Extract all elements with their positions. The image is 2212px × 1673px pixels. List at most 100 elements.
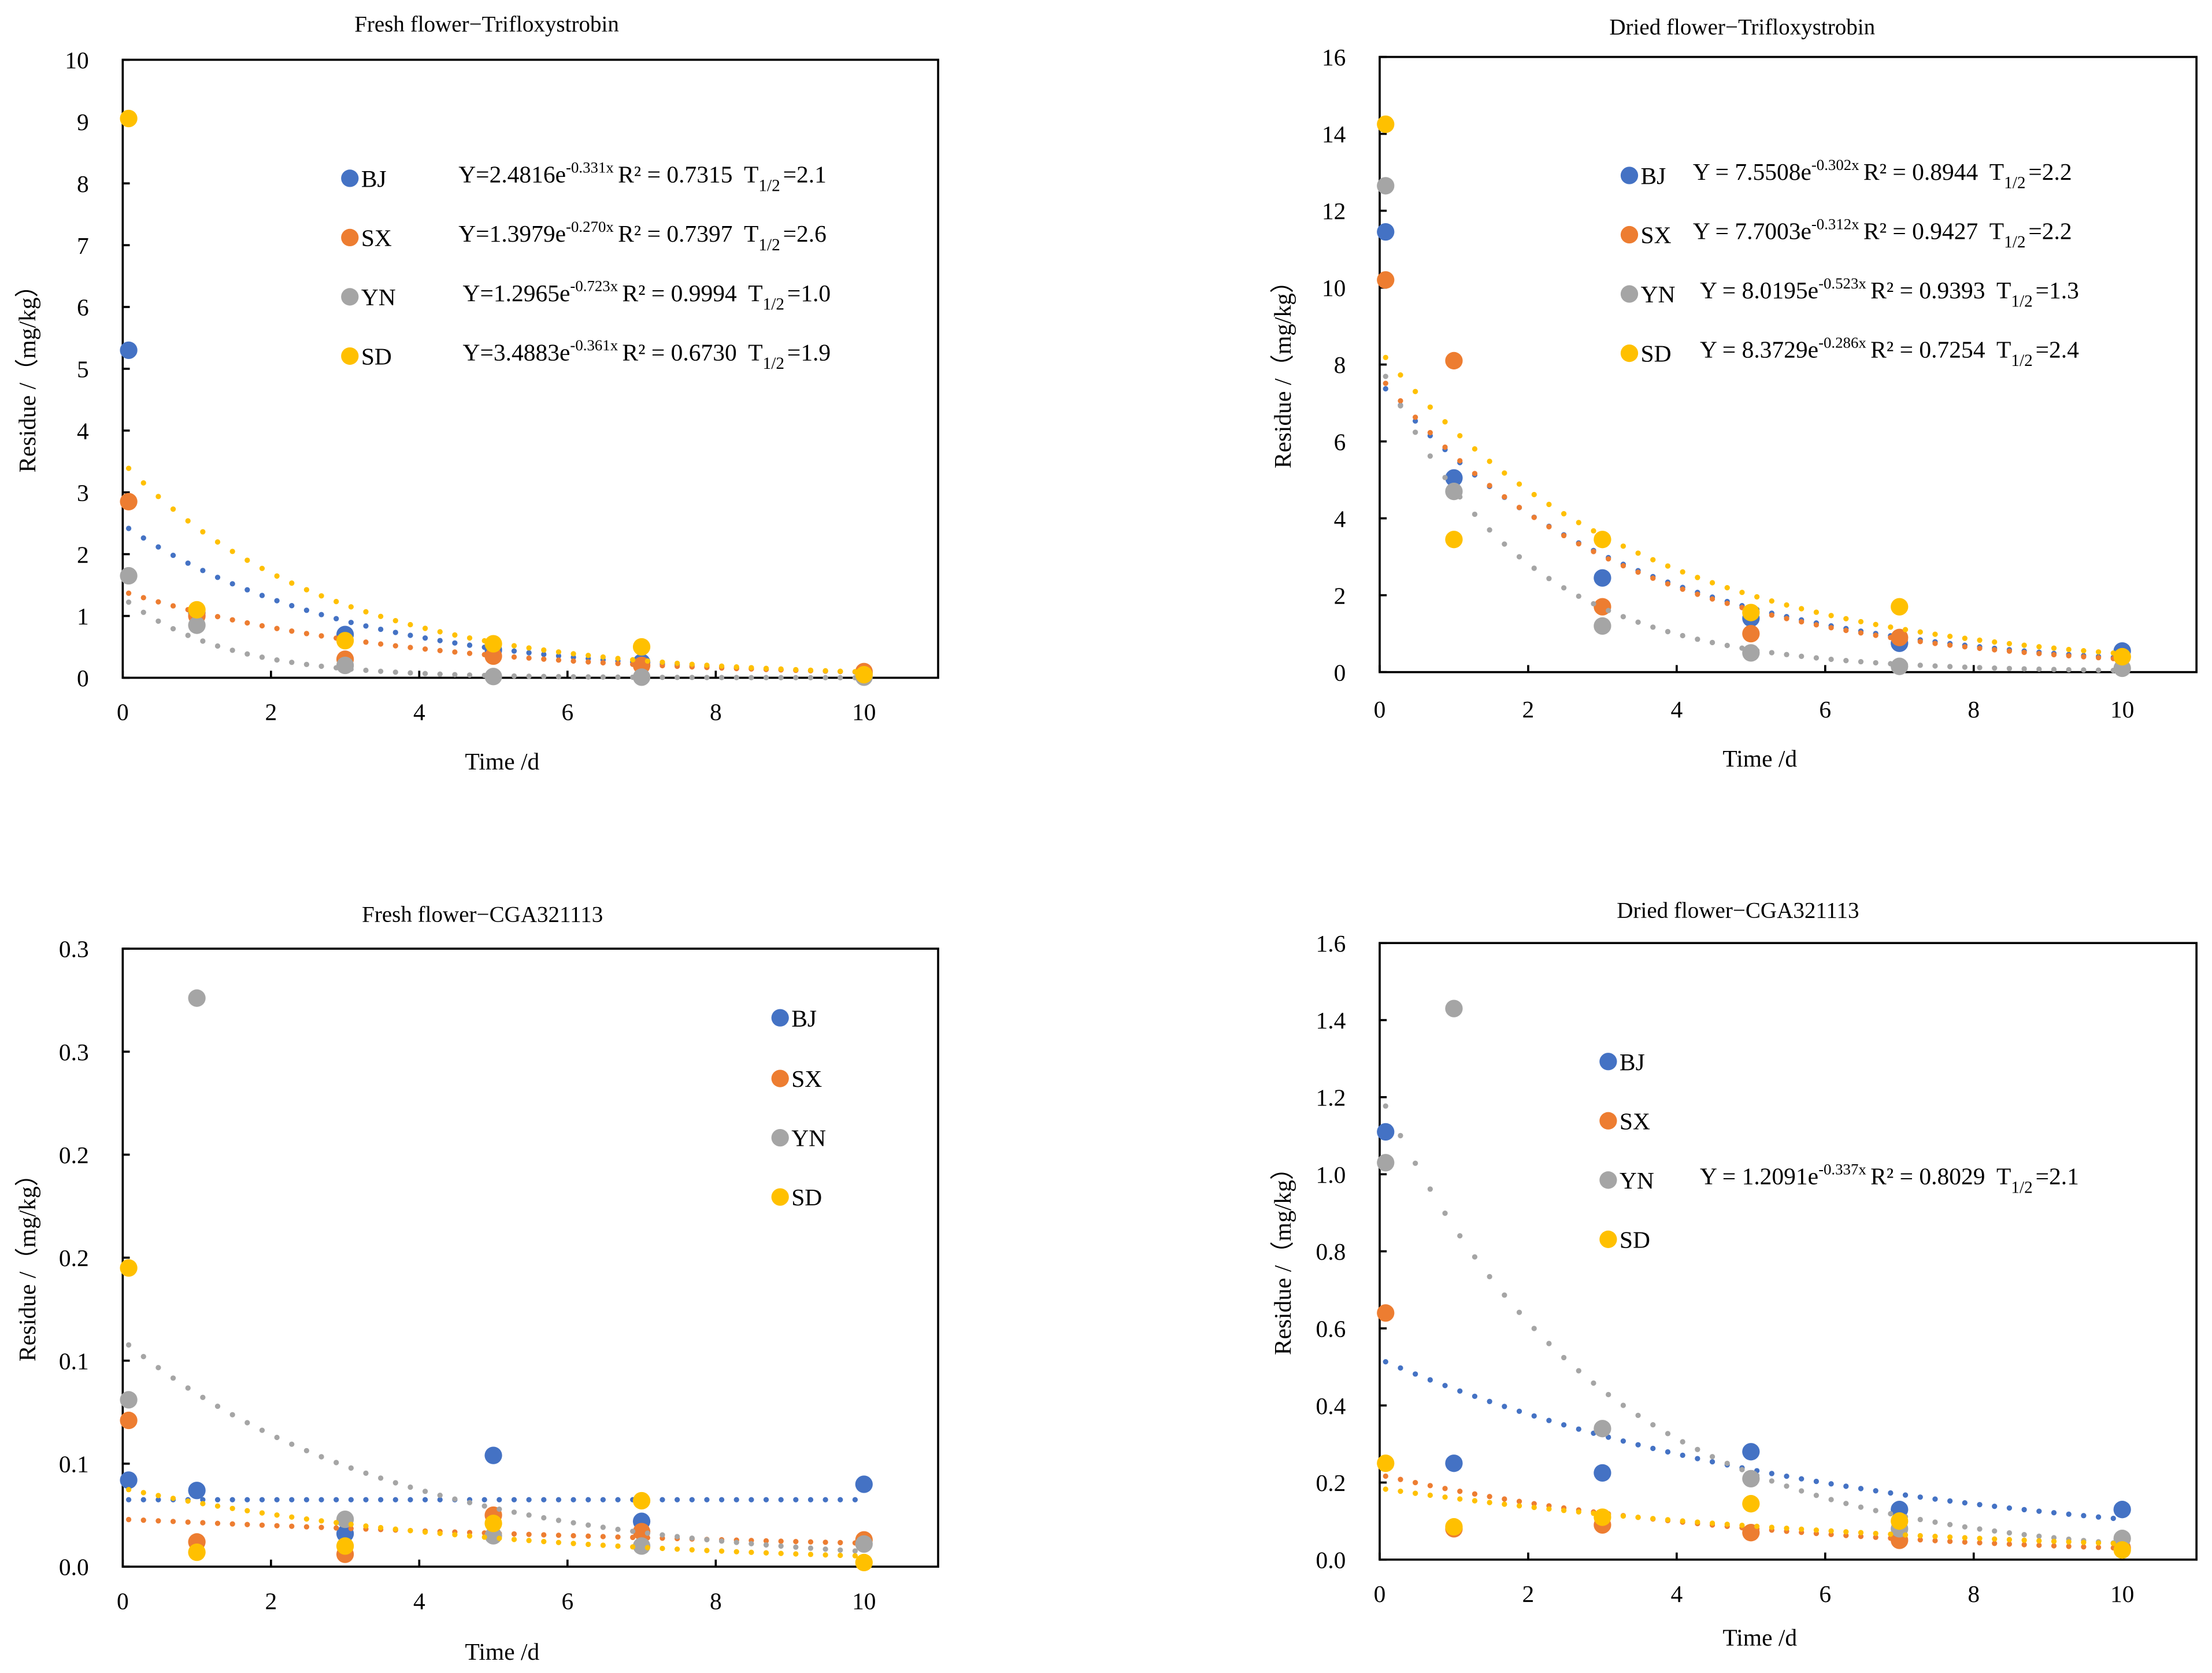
trendline-dot bbox=[793, 1544, 799, 1550]
trendline-dot bbox=[555, 649, 562, 655]
data-point bbox=[632, 638, 651, 656]
trendline-dot bbox=[1680, 632, 1685, 639]
trendline-dot bbox=[1531, 1413, 1537, 1419]
trendline-dot bbox=[185, 518, 191, 524]
trendline-dot bbox=[2081, 1513, 2087, 1519]
trendline-dot bbox=[555, 653, 562, 659]
trendline-dot bbox=[466, 1500, 473, 1505]
trendline-dot bbox=[392, 1526, 398, 1532]
trendline-dot bbox=[1546, 1417, 1552, 1423]
trendline-dot bbox=[1472, 1254, 1478, 1260]
trendline-dot bbox=[1472, 446, 1478, 452]
legend-label: YN bbox=[1641, 281, 1676, 308]
trendline-dot bbox=[1992, 1536, 1998, 1542]
x-tick-label: 6 bbox=[561, 1587, 573, 1614]
trendline-dot bbox=[1724, 642, 1730, 649]
trend-equation: Y=1.2965e-0.723x R² = 0.9994 T1/2 =1.0 bbox=[463, 277, 831, 314]
trendline-dot bbox=[615, 674, 621, 680]
trendline-dot bbox=[526, 1538, 532, 1544]
trendline-dot bbox=[1427, 430, 1433, 436]
half-life-label: T bbox=[744, 220, 758, 247]
trendline-yn bbox=[125, 599, 858, 680]
trendline-dot bbox=[822, 1497, 828, 1502]
trend-equation: Y=3.4883e-0.361x R² = 0.6730 T1/2 =1.9 bbox=[463, 336, 831, 373]
trendline-dot bbox=[1531, 1326, 1537, 1331]
trendline-dot bbox=[1398, 372, 1403, 378]
data-point bbox=[855, 1553, 873, 1572]
trendline-dot bbox=[289, 628, 295, 634]
trendline-dot bbox=[1591, 1380, 1596, 1386]
plot-area-border bbox=[121, 947, 939, 1568]
trendline-dot bbox=[452, 1496, 458, 1502]
trendline-dot bbox=[466, 635, 473, 641]
trendline-dot bbox=[600, 674, 606, 680]
trendline-dot bbox=[1650, 1445, 1656, 1452]
trendline-dot bbox=[1769, 1524, 1774, 1530]
y-tick-label: 0.2 bbox=[59, 1245, 89, 1271]
trendline-dot bbox=[1695, 1519, 1700, 1525]
trendline-dot bbox=[452, 632, 458, 638]
trendline-dot bbox=[615, 661, 621, 667]
trendline-dot bbox=[1576, 520, 1581, 525]
x-tick-label: 2 bbox=[1522, 1581, 1535, 1607]
trendline-dot bbox=[1546, 524, 1552, 530]
trendline-dot bbox=[497, 1497, 502, 1502]
trendline-dot bbox=[303, 1497, 310, 1502]
trendline-dot bbox=[1487, 527, 1492, 533]
legend-marker bbox=[1599, 1112, 1617, 1130]
trendline-dot bbox=[1413, 1479, 1418, 1486]
equation-base: Y=1.2965e bbox=[463, 280, 570, 306]
trendline-dot bbox=[466, 642, 473, 648]
trendline-dot bbox=[2081, 667, 2087, 673]
trendline-dot bbox=[1769, 612, 1774, 618]
trendline-dot bbox=[674, 1534, 680, 1539]
trendline-dot bbox=[1665, 581, 1671, 587]
trendline-dot bbox=[807, 675, 814, 680]
trendline-dot bbox=[140, 1490, 146, 1496]
trendline-dot bbox=[229, 581, 235, 587]
trendline-dot bbox=[674, 675, 680, 680]
y-tick-label: 12 bbox=[1322, 198, 1346, 224]
trendline-dot bbox=[1724, 601, 1730, 606]
trendline-dot bbox=[363, 1470, 369, 1476]
trendline-dot bbox=[749, 1549, 754, 1555]
data-point bbox=[1377, 1123, 1395, 1141]
trendline-dot bbox=[155, 494, 161, 499]
trendline-dot bbox=[214, 1503, 221, 1509]
trendline-dot bbox=[259, 654, 265, 660]
data-point bbox=[1445, 1518, 1463, 1536]
trendline-dot bbox=[763, 1550, 769, 1556]
data-point bbox=[484, 635, 502, 653]
half-life-subscript: 1/2 bbox=[763, 295, 784, 313]
trendline-dot bbox=[555, 1517, 562, 1523]
equation-r2: R² = 0.7254 bbox=[1870, 336, 1985, 362]
y-tick-label: 8 bbox=[77, 171, 89, 197]
trendline-dot bbox=[2081, 1544, 2087, 1550]
trendline-dot bbox=[630, 1544, 636, 1550]
trendline-dot bbox=[1413, 414, 1418, 420]
x-tick-label: 2 bbox=[265, 699, 277, 726]
trendline-dot bbox=[1873, 632, 1878, 638]
trendline-dot bbox=[1442, 1494, 1448, 1500]
trendline-dot bbox=[2021, 666, 2027, 672]
trendline-dot bbox=[1947, 1538, 1953, 1544]
trendline-dot bbox=[229, 1521, 235, 1527]
y-tick-label: 1.0 bbox=[1316, 1161, 1346, 1188]
trendline-dot bbox=[1620, 1438, 1626, 1444]
trendline-dot bbox=[2006, 1541, 2013, 1547]
trendline-dot bbox=[2006, 641, 2013, 647]
data-point bbox=[2113, 1541, 2131, 1559]
trendline-dot bbox=[1962, 664, 1968, 670]
trendline-sd bbox=[1383, 1486, 2116, 1546]
trendline-dot bbox=[586, 653, 591, 658]
trendline-dot bbox=[2051, 667, 2057, 672]
trendline-dot bbox=[2036, 650, 2042, 657]
trendline-dot bbox=[1992, 665, 1998, 671]
trendline-dot bbox=[1398, 1132, 1403, 1139]
trendline-dot bbox=[1992, 1504, 1998, 1509]
trendline-dot bbox=[1635, 1442, 1641, 1448]
trendline-dot bbox=[1709, 1454, 1715, 1460]
trendline-dot bbox=[2066, 1511, 2072, 1517]
trendline-dot bbox=[170, 626, 176, 632]
trendline-dot bbox=[793, 1539, 799, 1545]
